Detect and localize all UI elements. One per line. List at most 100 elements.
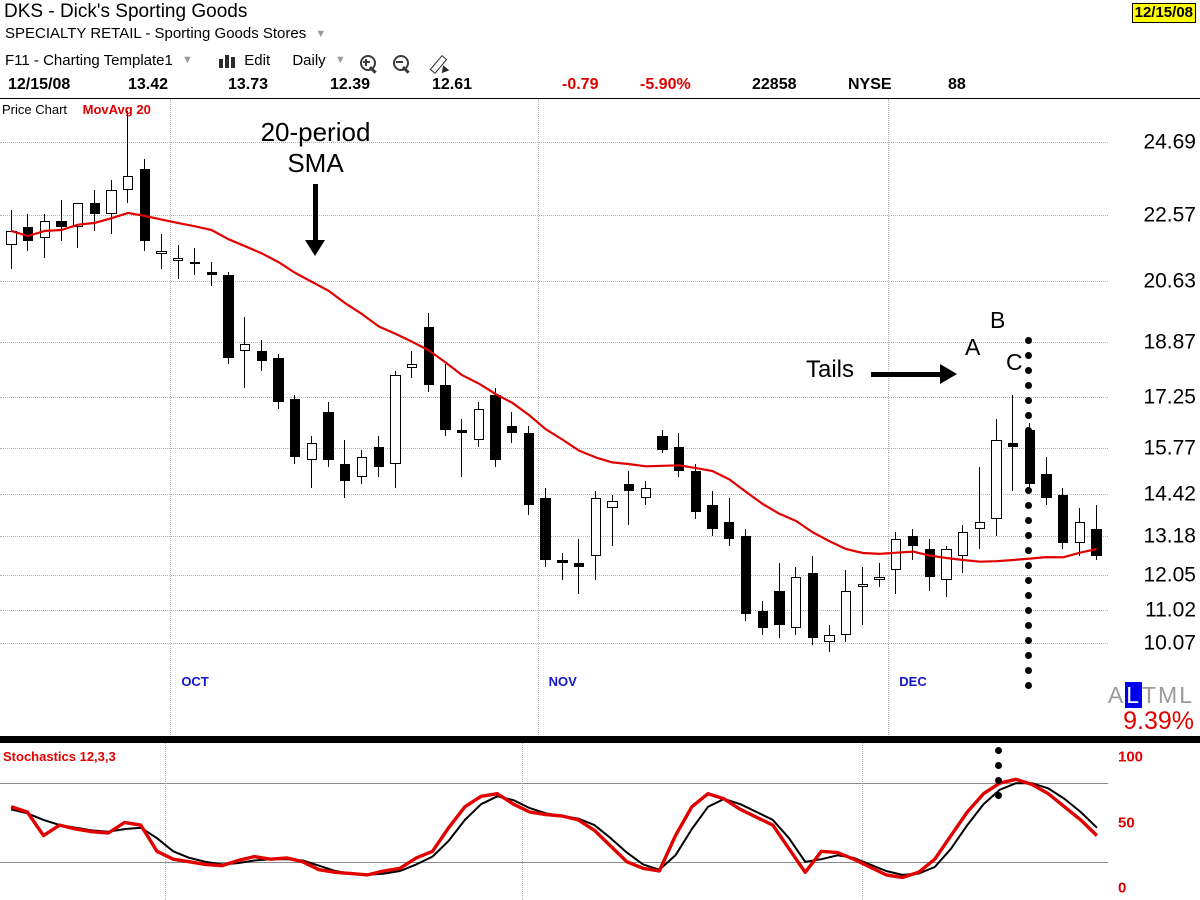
candle-body	[540, 498, 551, 560]
price-plot-area[interactable]: Price Chart MovAvg 20 OCT NOV DEC 20-period…	[0, 99, 1108, 737]
candle-body	[440, 385, 451, 430]
candle-body	[423, 326, 434, 385]
candle-body	[523, 432, 535, 505]
bar-chart-icon[interactable]	[219, 54, 237, 68]
candle-body	[707, 504, 718, 529]
candle-body	[356, 456, 368, 478]
zoom-out-icon[interactable]	[393, 54, 412, 74]
stochastics-reference-line	[0, 861, 1108, 863]
stochastics-line-k	[10, 777, 1099, 880]
chart-toolbar: F11 - Charting Template1 ▼ Edit Daily ▼	[5, 50, 454, 76]
candlestick	[39, 99, 50, 737]
candlestick	[590, 99, 601, 737]
price-axis-tick: 22.57	[1143, 203, 1196, 227]
stochastics-reference-line	[0, 783, 1108, 785]
candle-body	[72, 203, 84, 228]
price-axis-tick: 18.87	[1143, 330, 1196, 353]
candlestick	[957, 99, 969, 737]
candlestick	[1058, 99, 1069, 737]
month-label: NOV	[548, 674, 577, 689]
candle-body	[557, 559, 568, 564]
candle-body	[690, 470, 702, 512]
price-gridline	[0, 493, 1108, 495]
candlestick	[239, 99, 251, 737]
candlestick	[573, 99, 585, 737]
edit-button[interactable]: Edit	[244, 51, 271, 69]
candle-body	[607, 501, 618, 509]
candle-wick	[578, 539, 580, 594]
stochastics-plot-area[interactable]: Stochastics 12,3,3	[0, 743, 1108, 900]
candle-body	[891, 539, 902, 570]
candle-body	[824, 635, 835, 642]
price-gridline	[0, 142, 1108, 144]
candlestick	[507, 99, 518, 737]
candlestick	[891, 99, 902, 737]
candle-body	[473, 408, 485, 440]
stochastics-month-gridline	[165, 743, 167, 900]
candlestick	[356, 99, 368, 737]
candle-body	[156, 251, 167, 255]
candle-body	[841, 590, 852, 636]
price-axis-tick: 17.25	[1143, 385, 1196, 409]
chart-header: DKS - Dick's Sporting Goods SPECIALTY RE…	[0, 0, 1200, 98]
candle-body	[924, 549, 935, 577]
candle-body	[323, 412, 334, 461]
candle-body	[590, 498, 601, 557]
stochastics-legend-label: Stochastics 12,3,3	[3, 749, 116, 764]
template-chevron-down-icon[interactable]: ▼	[182, 53, 193, 66]
price-gridline	[0, 447, 1108, 449]
quote-change-pct: -5.90%	[640, 76, 691, 93]
candlestick	[790, 99, 802, 737]
candle-body	[173, 258, 184, 261]
candle-wick	[177, 244, 179, 279]
candle-body	[740, 535, 752, 615]
marker-vertical-dotted-line	[1024, 99, 1032, 737]
quote-date: 12/15/08	[8, 76, 71, 93]
candle-body	[1041, 474, 1052, 499]
candle-body	[774, 590, 785, 625]
month-gridline	[170, 99, 172, 737]
candlestick	[907, 99, 919, 737]
candle-body	[139, 169, 151, 242]
price-gridline	[0, 610, 1108, 612]
candle-wick	[611, 494, 613, 546]
quote-change: -0.79	[562, 76, 599, 93]
candlestick	[1091, 99, 1102, 737]
candle-body	[991, 439, 1002, 519]
candle-body	[106, 189, 117, 214]
template-selector-label[interactable]: F11 - Charting Template1	[5, 51, 173, 69]
candle-body	[189, 261, 201, 265]
quote-volume: 22858	[752, 76, 797, 93]
candle-body	[790, 576, 802, 629]
candlestick	[173, 99, 184, 737]
candle-label-c: C	[1006, 349, 1023, 375]
candle-wick	[1012, 395, 1014, 492]
symbol-title: DKS - Dick's Sporting Goods	[4, 1, 248, 22]
chevron-down-icon[interactable]: ▼	[315, 27, 327, 40]
candlestick	[674, 99, 685, 737]
candle-wick	[127, 111, 129, 204]
stochastics-axis-tick: 0	[1118, 879, 1127, 897]
interval-chevron-down-icon[interactable]: ▼	[334, 53, 346, 66]
interval-selector-label[interactable]: Daily	[292, 51, 326, 69]
price-gridline	[0, 575, 1108, 577]
stochastics-panel[interactable]: Stochastics 12,3,3 100 50 0	[0, 736, 1200, 900]
watermark-prefix: A	[1107, 682, 1126, 708]
price-gridline	[0, 536, 1108, 538]
month-label: DEC	[899, 674, 927, 689]
candlestick	[1007, 99, 1019, 737]
candle-body	[56, 220, 67, 228]
quote-extra: 88	[948, 76, 966, 93]
movavg-legend-label: MovAvg 20	[82, 102, 151, 117]
draw-pencil-icon[interactable]	[429, 54, 454, 76]
quote-exchange: NYSE	[848, 76, 892, 93]
candlestick	[306, 99, 318, 737]
candlestick	[390, 99, 401, 737]
candlestick	[707, 99, 718, 737]
zoom-in-icon[interactable]	[359, 54, 379, 74]
price-chart-panel[interactable]: Price Chart MovAvg 20 OCT NOV DEC 20-period…	[0, 98, 1200, 737]
quote-row: 12/15/08 13.42 13.73 12.39 12.61 -0.79 -…	[0, 76, 1200, 98]
sector-row: SPECIALTY RETAIL - Sporting Goods Stores…	[5, 25, 326, 42]
candlestick	[1074, 99, 1086, 737]
candle-body	[373, 446, 384, 468]
